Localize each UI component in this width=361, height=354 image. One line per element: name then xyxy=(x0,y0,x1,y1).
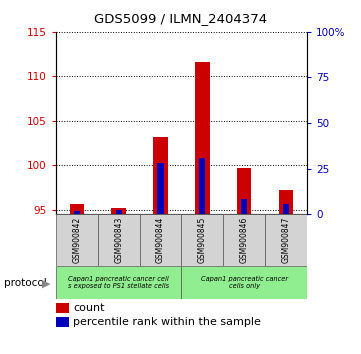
Text: Capan1 pancreatic cancer cell
s exposed to PS1 stellate cells: Capan1 pancreatic cancer cell s exposed … xyxy=(68,275,169,289)
Bar xyxy=(195,62,210,214)
Bar xyxy=(116,210,122,214)
Bar xyxy=(157,163,164,214)
Bar xyxy=(223,214,265,266)
Text: Capan1 pancreatic cancer
cells only: Capan1 pancreatic cancer cells only xyxy=(201,275,288,289)
Text: count: count xyxy=(73,303,105,313)
Bar xyxy=(237,168,252,214)
Bar xyxy=(181,266,307,299)
Bar xyxy=(181,214,223,266)
Bar xyxy=(283,204,289,214)
Bar xyxy=(279,190,293,214)
Text: GSM900843: GSM900843 xyxy=(114,217,123,263)
Text: GSM900842: GSM900842 xyxy=(72,217,81,263)
Text: ▶: ▶ xyxy=(42,278,50,288)
Bar xyxy=(74,211,80,214)
Bar xyxy=(98,214,140,266)
Bar xyxy=(265,214,307,266)
Bar xyxy=(140,214,181,266)
Text: GSM900844: GSM900844 xyxy=(156,217,165,263)
Bar xyxy=(111,207,126,214)
Text: protocol: protocol xyxy=(4,278,47,288)
Bar xyxy=(70,204,84,214)
Bar xyxy=(241,199,247,214)
Bar xyxy=(153,137,168,214)
Text: GSM900845: GSM900845 xyxy=(198,217,207,263)
Text: GDS5099 / ILMN_2404374: GDS5099 / ILMN_2404374 xyxy=(94,12,267,25)
Text: GSM900846: GSM900846 xyxy=(240,217,249,263)
Bar xyxy=(199,158,205,214)
Text: percentile rank within the sample: percentile rank within the sample xyxy=(73,317,261,327)
Bar xyxy=(56,214,98,266)
Text: GSM900847: GSM900847 xyxy=(282,217,291,263)
Bar xyxy=(56,266,181,299)
